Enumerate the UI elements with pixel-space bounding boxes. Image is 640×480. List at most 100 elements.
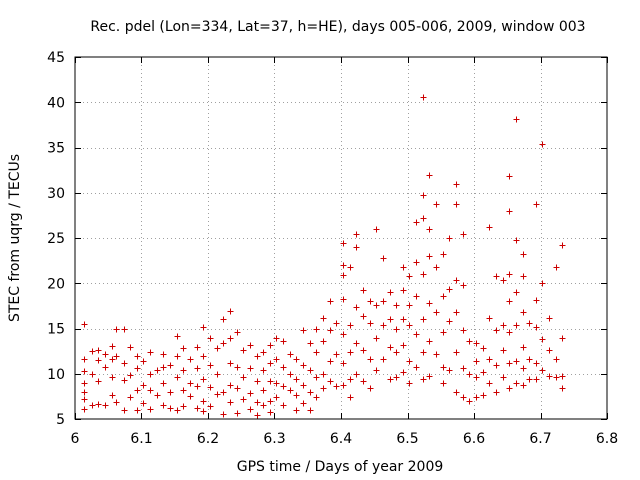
data-point bbox=[174, 333, 181, 340]
data-point bbox=[109, 374, 116, 381]
data-point bbox=[113, 399, 120, 406]
data-point bbox=[426, 172, 433, 179]
data-point bbox=[174, 374, 181, 381]
data-point bbox=[393, 374, 400, 381]
data-point bbox=[167, 405, 174, 412]
data-point bbox=[393, 349, 400, 356]
data-point bbox=[520, 309, 527, 316]
data-point bbox=[367, 385, 374, 392]
data-point bbox=[347, 376, 354, 383]
data-point bbox=[102, 364, 109, 371]
data-point bbox=[134, 407, 141, 414]
data-point bbox=[300, 362, 307, 369]
data-point bbox=[446, 367, 453, 374]
data-point bbox=[533, 360, 540, 367]
data-point bbox=[307, 367, 314, 374]
data-point bbox=[220, 411, 227, 418]
data-point bbox=[95, 347, 102, 354]
data-point bbox=[240, 347, 247, 354]
data-point bbox=[260, 367, 267, 374]
data-point bbox=[367, 356, 374, 363]
data-point bbox=[413, 331, 420, 338]
data-point bbox=[473, 340, 480, 347]
data-point bbox=[147, 406, 154, 413]
data-point bbox=[513, 289, 520, 296]
data-point bbox=[539, 141, 546, 148]
data-point bbox=[214, 391, 221, 398]
data-point bbox=[109, 343, 116, 350]
data-point bbox=[220, 389, 227, 396]
data-point bbox=[420, 192, 427, 199]
data-point bbox=[187, 380, 194, 387]
data-point bbox=[147, 371, 154, 378]
data-point bbox=[486, 224, 493, 231]
data-point bbox=[280, 402, 287, 409]
data-point bbox=[89, 402, 96, 409]
data-point bbox=[134, 387, 141, 394]
data-point bbox=[460, 327, 467, 334]
data-point bbox=[220, 316, 227, 323]
data-point bbox=[360, 313, 367, 320]
data-point bbox=[313, 394, 320, 401]
y-tick-label: 35 bbox=[47, 141, 65, 157]
data-point bbox=[367, 298, 374, 305]
data-point bbox=[121, 407, 128, 414]
data-point bbox=[95, 378, 102, 385]
data-point bbox=[406, 358, 413, 365]
data-point bbox=[347, 349, 354, 356]
data-point bbox=[267, 378, 274, 385]
data-point bbox=[480, 345, 487, 352]
data-point bbox=[293, 392, 300, 399]
data-point bbox=[353, 244, 360, 251]
data-point bbox=[313, 374, 320, 381]
data-point bbox=[406, 380, 413, 387]
y-tick-label: 20 bbox=[47, 276, 65, 292]
data-point bbox=[254, 378, 261, 385]
data-point bbox=[406, 302, 413, 309]
data-point bbox=[127, 344, 134, 351]
data-point bbox=[340, 382, 347, 389]
data-point bbox=[254, 412, 261, 419]
data-point bbox=[453, 181, 460, 188]
y-tick-label: 5 bbox=[56, 412, 65, 428]
data-point bbox=[121, 360, 128, 367]
data-point bbox=[526, 320, 533, 327]
x-tick-label: 6.7 bbox=[529, 431, 551, 447]
data-point bbox=[446, 286, 453, 293]
data-point bbox=[413, 293, 420, 300]
data-point bbox=[380, 255, 387, 262]
data-point bbox=[433, 264, 440, 271]
data-point bbox=[300, 382, 307, 389]
data-point bbox=[227, 382, 234, 389]
data-point bbox=[406, 322, 413, 329]
data-point bbox=[506, 385, 513, 392]
data-point bbox=[360, 347, 367, 354]
data-point bbox=[81, 380, 88, 387]
data-point bbox=[127, 394, 134, 401]
data-point bbox=[347, 322, 354, 329]
data-point bbox=[440, 251, 447, 258]
data-point bbox=[227, 308, 234, 315]
gridlines bbox=[75, 57, 607, 419]
data-point bbox=[81, 321, 88, 328]
x-tick-label: 6.6 bbox=[463, 431, 485, 447]
x-axis-label: GPS time / Days of year 2009 bbox=[237, 459, 444, 475]
data-point bbox=[300, 400, 307, 407]
data-point bbox=[287, 371, 294, 378]
data-point bbox=[360, 378, 367, 385]
data-point bbox=[460, 231, 467, 238]
data-point bbox=[387, 289, 394, 296]
data-point bbox=[500, 374, 507, 381]
data-point bbox=[109, 356, 116, 363]
data-point bbox=[426, 226, 433, 233]
data-point bbox=[307, 407, 314, 414]
data-point bbox=[506, 329, 513, 336]
data-point bbox=[453, 277, 460, 284]
data-point bbox=[307, 340, 314, 347]
data-point bbox=[387, 316, 394, 323]
data-point bbox=[327, 358, 334, 365]
data-point bbox=[413, 364, 420, 371]
data-point bbox=[426, 253, 433, 260]
